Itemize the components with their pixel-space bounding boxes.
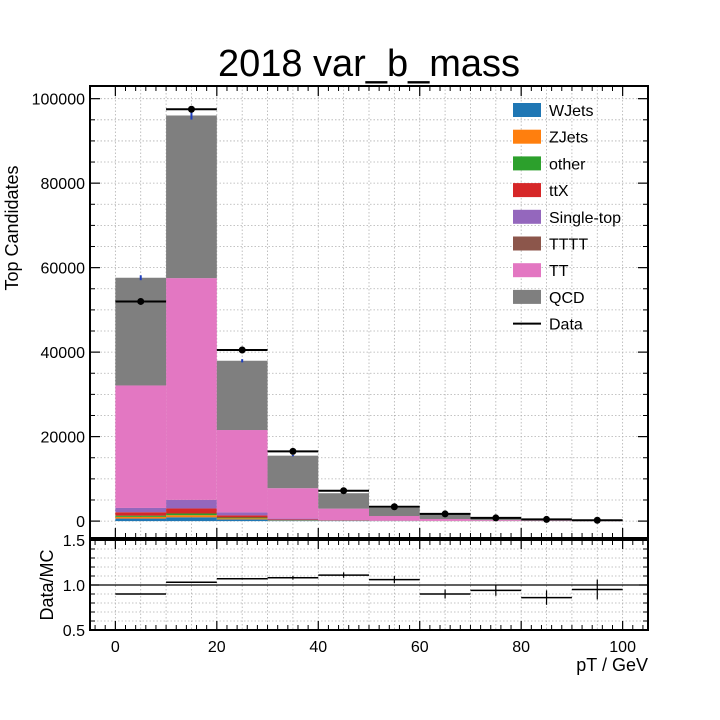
ratio-data-points <box>115 572 623 605</box>
bar-wjets <box>115 518 167 522</box>
legend-swatch-zjets <box>513 129 541 144</box>
bar-qcd <box>216 360 268 431</box>
ratio-axis-ticks: 0 20 40 60 80 100 0.5 1.0 1.5 <box>63 533 648 656</box>
bar-zjets <box>166 515 217 518</box>
bar-ttx <box>216 515 268 518</box>
ratio-grid <box>90 540 648 630</box>
legend: WJetsZJetsotherttXSingle-topTTTTTTQCDDat… <box>513 103 621 334</box>
legend-label: TTTT <box>549 237 588 254</box>
bar-tt <box>115 385 167 508</box>
main-y-tick-label: 100000 <box>32 92 85 109</box>
data-point <box>390 503 398 511</box>
data-point <box>441 510 449 518</box>
bar-zjets <box>115 516 167 519</box>
legend-label: ZJets <box>549 130 588 147</box>
legend-label: ttX <box>549 183 569 200</box>
chart-title: 2018 var_b_mass <box>218 43 520 85</box>
bar-ttx <box>267 519 319 521</box>
main-data-points <box>115 105 623 524</box>
data-point <box>340 487 348 495</box>
legend-label: WJets <box>549 103 593 120</box>
main-y-tick-label: 60000 <box>41 261 86 278</box>
bar-qcd <box>318 493 369 509</box>
x-tick-label: 80 <box>512 639 530 656</box>
bar-wjets <box>166 517 217 522</box>
bar-tt <box>369 516 420 521</box>
bar-tt <box>166 278 217 500</box>
main-y-tick-label: 20000 <box>41 430 86 447</box>
bar-single-top <box>115 508 167 513</box>
data-point <box>187 105 195 113</box>
main-bars <box>115 115 623 522</box>
ratio-y-tick-label: 0.5 <box>63 623 85 640</box>
bar-qcd <box>166 115 217 279</box>
x-axis-label: pT / GeV <box>576 655 648 675</box>
bar-other <box>166 513 217 516</box>
data-point <box>543 515 551 523</box>
bar-tt <box>419 518 471 521</box>
legend-label: QCD <box>549 290 585 307</box>
bar-zjets <box>216 518 268 520</box>
legend-swatch-tttt <box>513 236 541 251</box>
legend-swatch-other <box>513 156 541 171</box>
main-y-tick-label: 40000 <box>41 345 86 362</box>
main-y-axis-label: Top Candidates <box>2 165 22 290</box>
bar-qcd <box>267 455 319 489</box>
bar-wjets <box>267 520 319 522</box>
bar-ttx <box>166 508 217 514</box>
main-y-tick-label: 80000 <box>41 176 86 193</box>
x-tick-label: 60 <box>411 639 429 656</box>
legend-label: Data <box>549 317 583 334</box>
ratio-y-axis-label: Data/MC <box>37 549 57 620</box>
data-point <box>137 297 145 305</box>
legend-swatch-single-top <box>513 209 541 224</box>
main-axis-ticks: 0 20000 40000 60000 80000 100000 <box>32 86 648 538</box>
ratio-y-tick-label: 1.0 <box>63 578 85 595</box>
bar-other <box>115 515 167 517</box>
bar-qcd <box>115 277 167 386</box>
x-tick-label: 20 <box>208 639 226 656</box>
data-point <box>492 514 500 522</box>
x-tick-label: 0 <box>111 639 120 656</box>
data-point <box>593 516 601 524</box>
bar-other <box>216 517 268 519</box>
bar-single-top <box>267 518 319 520</box>
ratio-y-tick-label: 1.5 <box>63 533 85 550</box>
legend-swatch-wjets <box>513 103 541 117</box>
bar-tt <box>318 508 369 521</box>
bar-tt <box>267 488 319 519</box>
legend-label: other <box>549 156 586 173</box>
bar-tt <box>216 430 268 513</box>
x-tick-label: 100 <box>609 639 636 656</box>
data-point <box>289 447 297 455</box>
legend-label: TT <box>549 263 569 280</box>
legend-swatch-ttx <box>513 183 541 198</box>
bar-single-top <box>166 499 217 509</box>
legend-swatch-qcd <box>513 289 541 304</box>
data-point <box>238 346 246 354</box>
bar-single-top <box>216 512 268 516</box>
legend-label: Single-top <box>549 210 621 227</box>
main-y-tick-label: 0 <box>76 514 85 531</box>
legend-swatch-tt <box>513 263 541 278</box>
bar-ttx <box>115 512 167 516</box>
bar-qcd <box>369 507 420 517</box>
x-tick-label: 40 <box>309 639 327 656</box>
bar-wjets <box>216 519 268 522</box>
